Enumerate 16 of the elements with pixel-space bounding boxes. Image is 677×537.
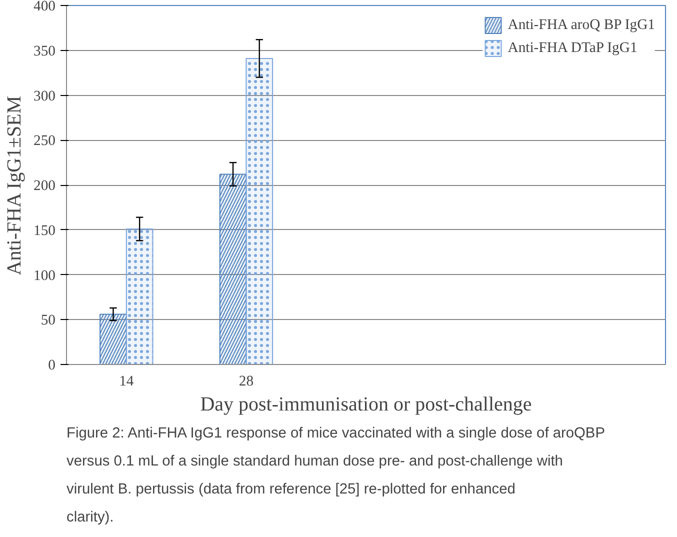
x-axis-title: Day post-immunisation or post-challenge [200, 394, 532, 416]
x-tick-label: 14 [119, 374, 134, 390]
y-tick-label: 300 [34, 88, 56, 104]
caption: Figure 2: Anti-FHA IgG1 response of mice vaccinated with a single dose of aroQBP versus 0.1 mL of a single standard human dose pre- and post-challenge with virulent B. pertussis (data from reference [25] re-plotted for enhanced clarity). [66, 426, 605, 526]
x-tick-label: 28 [238, 374, 254, 390]
y-tick-label: 400 [34, 0, 56, 14]
y-tick-label: 0 [48, 358, 56, 374]
y-tick-label: 250 [34, 133, 56, 150]
y-tick-label: 200 [34, 178, 56, 194]
y-tick-label: 100 [34, 268, 56, 284]
y-tick-label: 50 [40, 312, 56, 329]
y-tick-label: 150 [34, 222, 56, 239]
legend-label: Anti-FHA DTaP IgG1 [508, 40, 638, 56]
y-axis-title: Anti-FHA IgG1±SEM [4, 96, 26, 276]
y-tick-label: 350 [34, 43, 56, 60]
legend-label: Anti-FHA aroQ BP IgG1 [508, 16, 655, 34]
